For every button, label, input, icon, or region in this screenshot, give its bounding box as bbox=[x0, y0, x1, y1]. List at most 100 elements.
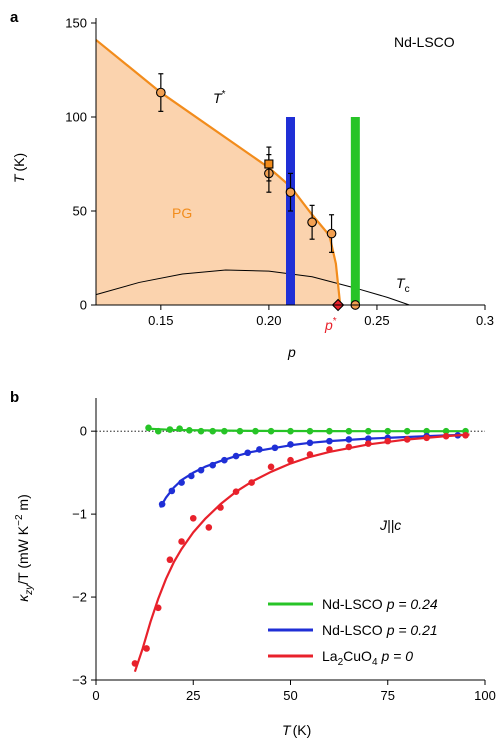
data-point-circle bbox=[155, 87, 166, 98]
panel-a-y-tick-label: 50 bbox=[73, 204, 87, 219]
legend-p024-label: Nd-LSCO p = 0.24 bbox=[322, 596, 438, 612]
panel-b-x-tick-label: 25 bbox=[186, 688, 200, 703]
panel-a-xlabel: p bbox=[287, 344, 296, 360]
series-p021-point bbox=[188, 472, 195, 480]
series-p024-point bbox=[345, 427, 353, 435]
bar-p024 bbox=[350, 117, 360, 305]
series-la2cuo4-fit-line bbox=[133, 433, 470, 673]
panel-a-letter: a bbox=[10, 9, 19, 26]
series-p024-point bbox=[252, 427, 259, 435]
panel-b-xlabel: T (K) bbox=[282, 722, 311, 738]
panel-b-y-tick-label: 0 bbox=[80, 424, 87, 439]
panel-a-y-tick-label: 100 bbox=[65, 110, 87, 125]
series-p021-point bbox=[232, 452, 240, 460]
series-p024-point bbox=[197, 427, 205, 435]
panel-a-x-tick-label: 0.15 bbox=[148, 313, 173, 328]
series-p024-point bbox=[176, 425, 183, 432]
series-la2cuo4-point bbox=[462, 432, 469, 439]
panel-b-axes: 0 25 50 75 100 0 −1 −2 −3 bbox=[72, 398, 496, 703]
panel-a: a 0.15 0.20 0.25 0.3 0 50 100 150 Nd-LSCO PG T*… bbox=[10, 9, 494, 360]
series-p021-point bbox=[244, 449, 252, 457]
tstar-label: T* bbox=[213, 89, 226, 106]
series-p024-point bbox=[306, 427, 314, 435]
series-la2cuo4-point bbox=[306, 451, 314, 458]
panel-b-legend: Nd-LSCO p = 0.24 Nd-LSCO p = 0.21 La2CuO4 p =… bbox=[268, 596, 438, 668]
data-point-circle bbox=[285, 187, 296, 198]
series-p021-point bbox=[197, 466, 205, 474]
pstar-label: p* bbox=[324, 316, 337, 333]
series-p024-point bbox=[154, 427, 162, 435]
panel-a-plot-area bbox=[95, 39, 410, 312]
series-p021-point bbox=[209, 461, 216, 469]
panel-b-letter: b bbox=[10, 389, 19, 406]
panel-a-corner-label: Nd-LSCO bbox=[394, 34, 455, 50]
series-la2cuo4-point bbox=[326, 446, 333, 453]
series-la2cuo4-point bbox=[384, 437, 392, 445]
data-point-circle bbox=[326, 228, 337, 239]
series-la2cuo4-point bbox=[189, 514, 197, 522]
series-p024-point bbox=[423, 427, 430, 435]
series-p021-point bbox=[345, 436, 353, 443]
series-la2cuo4-point bbox=[166, 556, 174, 564]
series-p024-point bbox=[236, 427, 244, 435]
series-p021-point bbox=[271, 444, 279, 452]
series-p021-point bbox=[256, 446, 263, 453]
panel-b-y-tick-label: −3 bbox=[72, 673, 87, 688]
panel-b-annotation: J||c bbox=[379, 517, 401, 533]
panel-a-x-tick-label: 0.20 bbox=[256, 313, 281, 328]
tc-dome-line bbox=[95, 269, 410, 306]
panel-b-x-tick-label: 100 bbox=[474, 688, 496, 703]
series-p024-point bbox=[186, 427, 193, 434]
tc-subscript: c bbox=[405, 284, 410, 295]
series-la2cuo4-point bbox=[267, 463, 275, 471]
series-la2cuo4-point bbox=[365, 440, 372, 447]
panel-a-y-tick-label: 150 bbox=[65, 16, 87, 31]
pstar-superscript: * bbox=[333, 316, 337, 327]
panel-b-y-tick-label: −2 bbox=[72, 590, 87, 605]
panel-a-x-tick-label: 0.25 bbox=[364, 313, 389, 328]
panel-a-ylabel: T(K) bbox=[11, 153, 27, 183]
series-la2cuo4-point bbox=[403, 436, 411, 443]
series-p021-point bbox=[306, 439, 314, 447]
tstar-superscript: * bbox=[222, 89, 226, 100]
pg-region bbox=[96, 39, 341, 306]
tc-label: Tc bbox=[396, 275, 410, 295]
series-la2cuo4-point bbox=[423, 434, 430, 442]
series-p024-point bbox=[384, 427, 392, 435]
panel-a-y-tick-label: 0 bbox=[80, 298, 87, 313]
series-la2cuo4-point bbox=[143, 645, 150, 652]
series-p024-point bbox=[166, 426, 174, 433]
panel-b-x-tick-label: 0 bbox=[92, 688, 99, 703]
series-la2cuo4-point bbox=[205, 524, 213, 531]
series-p021-point bbox=[178, 479, 185, 486]
series-p024-point bbox=[365, 427, 372, 435]
series-p024-point bbox=[326, 427, 333, 435]
panel-a-x-tick-label: 0.3 bbox=[476, 313, 494, 328]
series-p024-point bbox=[403, 427, 411, 435]
series-p021-point bbox=[221, 456, 228, 464]
series-la2cuo4-point bbox=[154, 604, 162, 612]
panel-b-x-tick-label: 50 bbox=[283, 688, 297, 703]
legend-p021-label: Nd-LSCO p = 0.21 bbox=[322, 622, 438, 638]
data-point-circle bbox=[307, 217, 317, 228]
panel-b: b 0 25 50 75 100 0 −1 −2 −3 J||c T (K) κzy/T (mW … bbox=[10, 389, 496, 738]
series-la2cuo4-point bbox=[248, 479, 255, 486]
series-p024-point bbox=[287, 427, 294, 435]
panel-a-axes: 0.15 0.20 0.25 0.3 0 50 100 150 bbox=[65, 16, 494, 329]
series-p024-point bbox=[145, 424, 152, 432]
series-la2cuo4-point bbox=[345, 443, 353, 451]
legend-la2cuo4-label: La2CuO4 p = 0 bbox=[322, 648, 413, 668]
panel-b-x-tick-label: 75 bbox=[381, 688, 395, 703]
panel-b-plot-area bbox=[96, 424, 485, 673]
tstar-line bbox=[95, 39, 342, 306]
series-la2cuo4-point bbox=[287, 456, 294, 464]
series-la2cuo4-point bbox=[442, 432, 450, 440]
panel-b-ylabel: κzy/T (mW K−2 m) bbox=[14, 494, 35, 601]
series-p024-point bbox=[442, 427, 450, 435]
series-p021-point bbox=[287, 441, 294, 448]
series-p021-fit-line bbox=[159, 433, 466, 509]
series-p021-point bbox=[158, 500, 166, 508]
series-p021-point bbox=[168, 487, 176, 495]
series-la2cuo4-point bbox=[232, 488, 240, 496]
